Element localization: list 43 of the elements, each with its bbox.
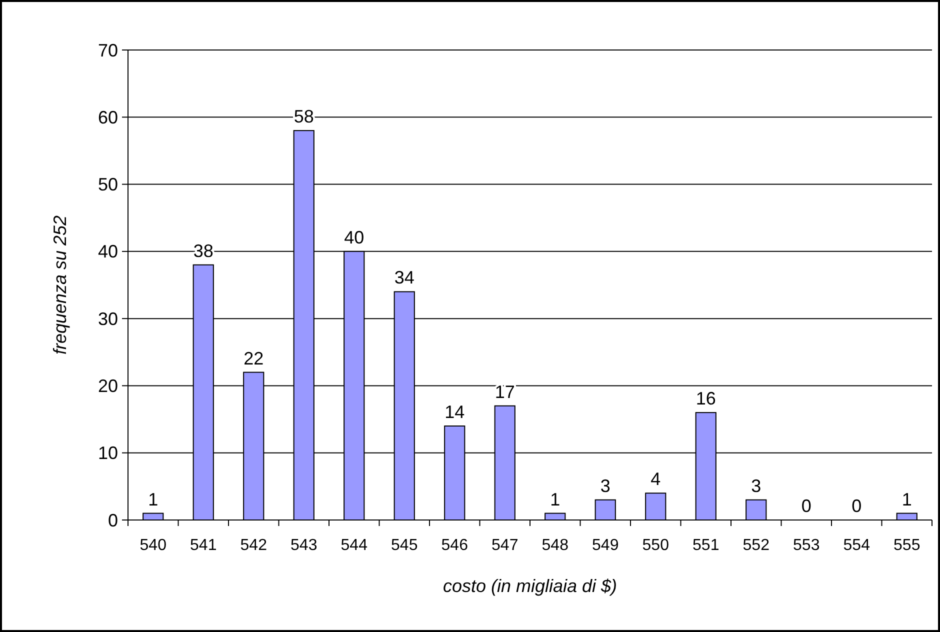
x-tick-label: 550 bbox=[642, 537, 670, 554]
y-tick-label: 30 bbox=[98, 308, 118, 329]
x-axis-title: costo (in migliaia di $) bbox=[442, 576, 618, 596]
data-label: 0 bbox=[852, 496, 862, 516]
y-tick-label: 70 bbox=[98, 40, 118, 60]
data-label: 1 bbox=[550, 489, 560, 510]
x-tick-label: 551 bbox=[692, 537, 720, 554]
x-tick-label: 541 bbox=[190, 537, 217, 554]
x-tick-label: 555 bbox=[894, 537, 920, 554]
x-tick-label: 549 bbox=[592, 537, 619, 554]
data-label: 40 bbox=[344, 227, 364, 248]
x-tick-label: 552 bbox=[742, 537, 770, 554]
data-label: 34 bbox=[394, 268, 414, 288]
bar bbox=[594, 499, 616, 520]
y-tick-label: 50 bbox=[98, 174, 118, 195]
data-label: 4 bbox=[650, 469, 661, 490]
x-tick-label: 554 bbox=[843, 537, 870, 554]
data-label: 3 bbox=[600, 476, 610, 496]
x-tick-label: 544 bbox=[340, 537, 368, 554]
data-label: 14 bbox=[444, 402, 465, 422]
y-tick-label: 10 bbox=[98, 443, 118, 464]
x-tick-label: 546 bbox=[441, 537, 468, 554]
data-label: 0 bbox=[801, 496, 812, 516]
bar bbox=[645, 492, 666, 520]
data-label: 22 bbox=[244, 348, 264, 368]
data-label: 1 bbox=[148, 489, 158, 510]
x-tick-label: 548 bbox=[542, 537, 569, 554]
x-tick-label: 543 bbox=[290, 537, 318, 554]
data-label: 3 bbox=[751, 476, 762, 496]
x-tick-label: 553 bbox=[793, 537, 820, 554]
data-label: 16 bbox=[696, 388, 716, 409]
y-tick-label: 0 bbox=[108, 510, 118, 530]
bar bbox=[746, 499, 767, 520]
x-tick-label: 547 bbox=[492, 537, 518, 554]
y-axis-title: frequenza su 252 bbox=[50, 215, 70, 355]
data-label: 17 bbox=[494, 382, 515, 402]
x-tick-label: 542 bbox=[240, 537, 268, 554]
x-tick-label: 545 bbox=[391, 537, 418, 554]
y-tick-label: 40 bbox=[98, 242, 118, 262]
x-tick-label: 540 bbox=[140, 537, 167, 554]
y-tick-label: 20 bbox=[98, 376, 118, 396]
y-tick-label: 60 bbox=[98, 107, 118, 128]
data-label: 1 bbox=[902, 489, 912, 510]
